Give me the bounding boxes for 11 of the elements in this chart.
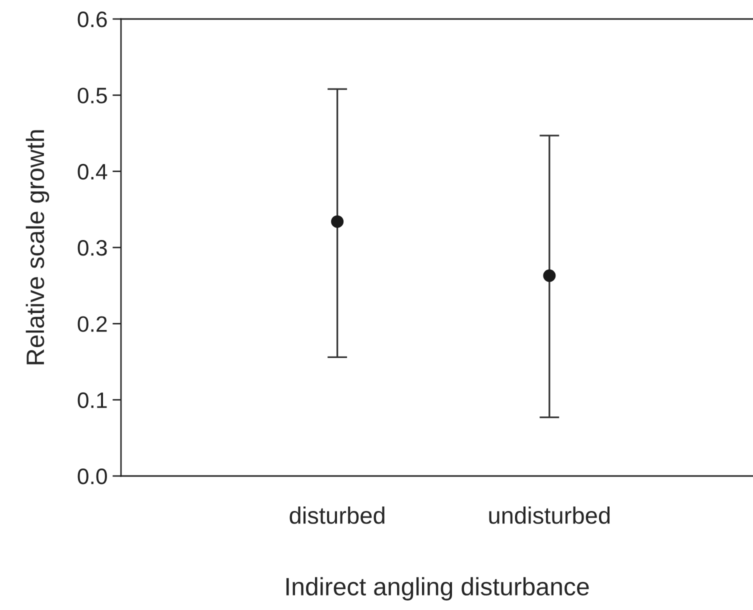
y-tick-label: 0.2 (78, 316, 107, 332)
x-tick-label: disturbed (290, 506, 384, 524)
y-tick-label: 0.5 (78, 88, 107, 104)
x-axis-title: Indirect angling disturbance (286, 577, 589, 600)
y-tick-label: 0.0 (78, 468, 107, 484)
x-tick-label: undisturbed (489, 506, 610, 524)
y-tick-label: 0.4 (78, 164, 108, 180)
y-axis-title: Relative scale growth (26, 130, 50, 364)
y-tick-label: 0.3 (78, 240, 107, 256)
y-tick-label: 0.1 (78, 392, 107, 408)
y-tick-label: 0.6 (78, 12, 107, 28)
